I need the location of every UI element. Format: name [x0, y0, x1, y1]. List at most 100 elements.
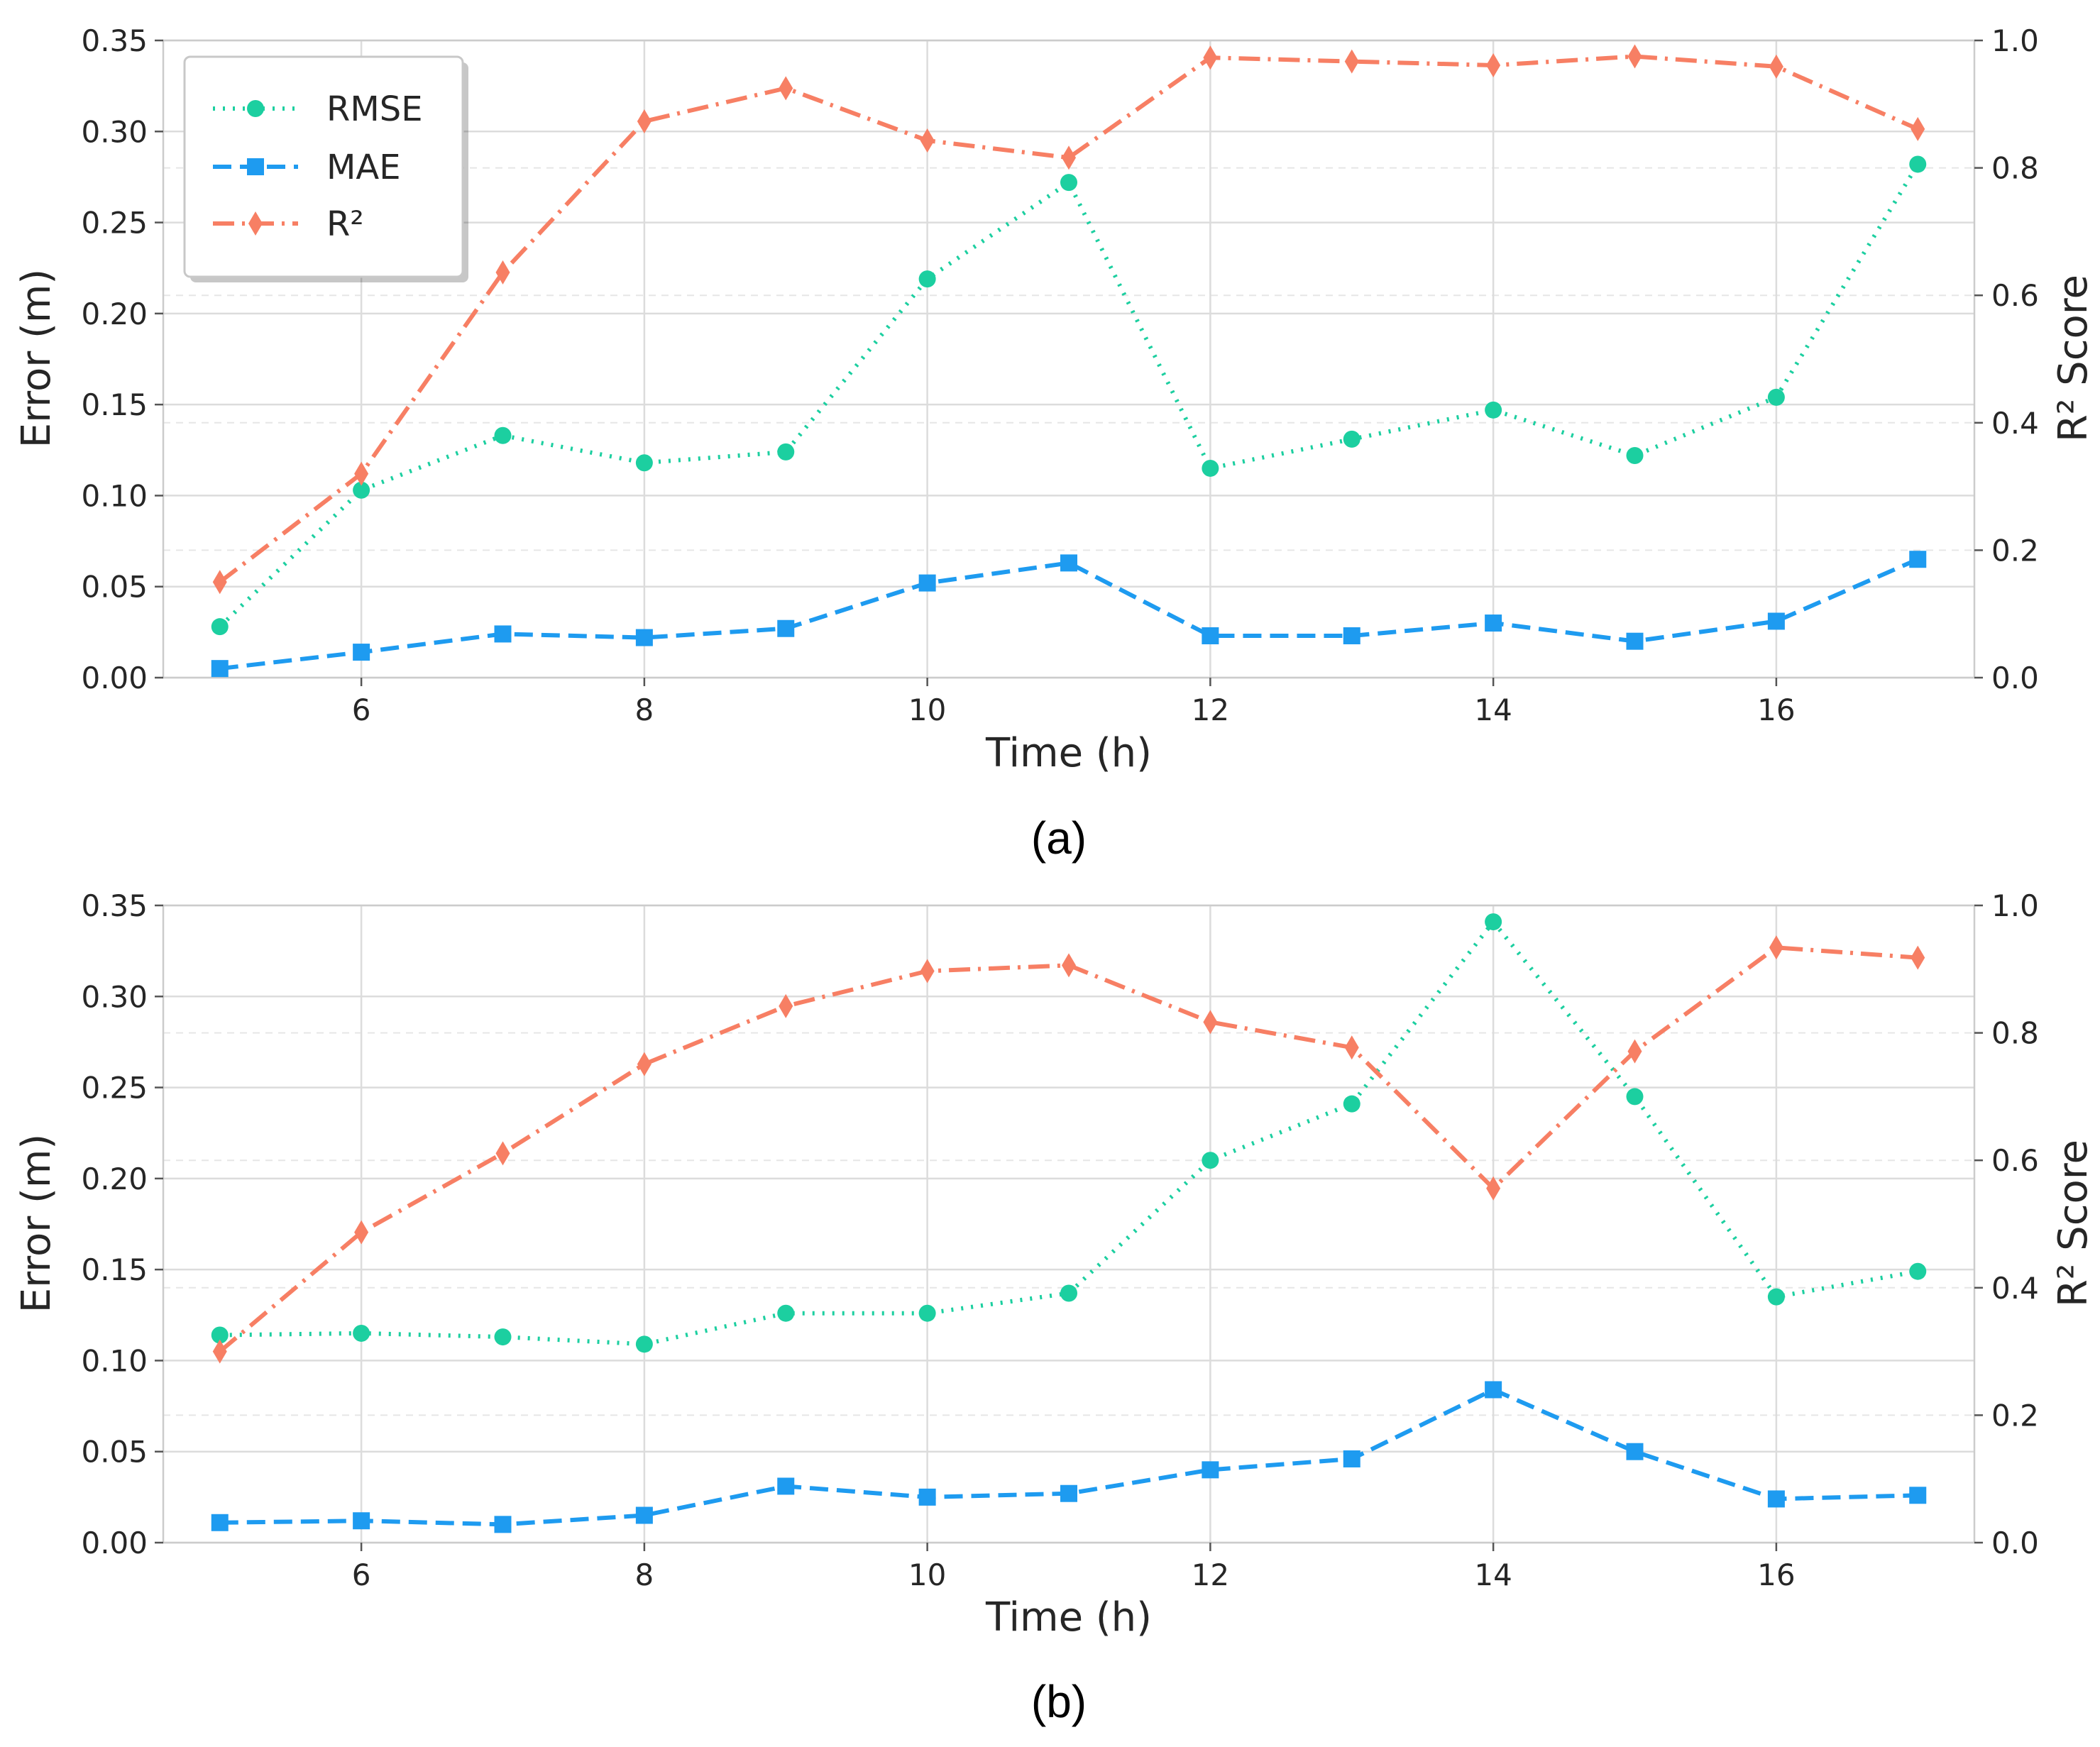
data-point-mae	[353, 1512, 370, 1530]
data-point-rmse	[1485, 913, 1502, 931]
circle-marker-icon	[247, 100, 264, 117]
y2-axis-label: R² Score	[2050, 275, 2096, 442]
data-point-rmse	[211, 1326, 229, 1344]
y-tick-label: 0.00	[81, 1526, 148, 1560]
x-tick-label: 16	[1757, 693, 1795, 727]
data-point-r2	[779, 76, 793, 101]
data-point-rmse	[494, 1328, 512, 1346]
data-point-rmse	[1909, 1262, 1927, 1280]
axes-frame	[162, 39, 1976, 679]
data-point-r2	[637, 1052, 652, 1076]
data-point-mae	[1343, 1450, 1360, 1467]
y-tick-label: 0.30	[81, 979, 148, 1014]
data-point-rmse	[918, 1304, 936, 1322]
data-point-mae	[211, 1514, 229, 1531]
data-point-mae	[777, 1477, 795, 1495]
data-point-rmse	[353, 481, 370, 499]
y-tick-label: 0.20	[81, 1162, 148, 1196]
x-tick-label: 10	[908, 1558, 946, 1592]
x-tick-label: 12	[1192, 693, 1229, 727]
data-point-mae	[1343, 627, 1360, 644]
y2-tick-label: 0.2	[1991, 533, 2039, 568]
data-point-r2	[1344, 49, 1359, 74]
data-point-r2	[1769, 54, 1783, 79]
y-axis-label: Error (m)	[13, 1134, 60, 1313]
y2-tick-label: 0.8	[1991, 151, 2039, 186]
x-tick-label: 12	[1192, 1558, 1229, 1592]
plot-frame	[162, 39, 1976, 679]
data-point-rmse	[1343, 1095, 1360, 1113]
data-point-rmse	[1060, 174, 1077, 192]
y2-tick-label: 0.0	[1991, 661, 2039, 695]
data-point-mae	[918, 574, 936, 592]
data-point-mae	[635, 629, 653, 646]
y2-tick-label: 0.2	[1991, 1398, 2039, 1433]
data-point-mae	[1909, 1487, 1927, 1504]
data-point-r2	[1769, 935, 1783, 960]
data-point-r2	[779, 993, 793, 1018]
y2-tick-label: 0.6	[1991, 1143, 2039, 1178]
x-tick-label: 6	[352, 1558, 371, 1592]
data-point-r2	[354, 1220, 369, 1245]
x-tick-label: 8	[635, 693, 654, 727]
tick-labels: 0.00 0.05 0.10 0.15 0.20 0.25 0.30 0.35 0.0 0.2 0.…	[81, 888, 2038, 1592]
data-point-mae	[494, 1516, 512, 1533]
data-point-mae	[1485, 615, 1502, 632]
data-point-rmse	[1767, 388, 1785, 406]
data-point-rmse	[1909, 155, 1927, 173]
data-point-rmse	[494, 426, 512, 444]
x-tick-label: 8	[635, 1558, 654, 1592]
data-point-mae	[353, 644, 370, 661]
data-point-mae	[635, 1506, 653, 1524]
data-point-rmse	[1060, 1284, 1077, 1302]
legend-entry-rmse: RMSE	[213, 89, 423, 129]
data-point-rmse	[1343, 430, 1360, 448]
data-point-mae	[1485, 1381, 1502, 1399]
x-axis-label: Time (h)	[985, 1594, 1152, 1641]
data-point-r2	[920, 959, 935, 983]
x-axis-label: Time (h)	[985, 730, 1152, 776]
y2-tick-label: 0.4	[1991, 1271, 2039, 1306]
data-point-mae	[1767, 612, 1785, 630]
y2-tick-label: 0.6	[1991, 278, 2039, 313]
data-point-r2	[920, 128, 935, 153]
data-point-mae	[1060, 554, 1077, 572]
chart-panel-a: 0.00 0.05 0.10 0.15 0.20 0.25 0.30 0.35 0.0 0.2 0.…	[13, 23, 2096, 864]
y2-tick-label: 0.8	[1991, 1016, 2039, 1051]
data-point-rmse	[777, 443, 795, 461]
y-tick-label: 0.00	[81, 661, 148, 695]
y-tick-label: 0.10	[81, 1343, 148, 1378]
data-point-r2	[495, 1141, 510, 1166]
data-point-mae	[1626, 632, 1644, 650]
data-point-mae	[1626, 1443, 1644, 1460]
data-point-mae	[494, 625, 512, 643]
data-point-rmse	[1626, 446, 1644, 464]
y-tick-label: 0.20	[81, 297, 148, 331]
data-point-rmse	[353, 1324, 370, 1342]
y-tick-label: 0.35	[81, 888, 148, 923]
tick-labels: 0.00 0.05 0.10 0.15 0.20 0.25 0.30 0.35 0.0 0.2 0.…	[81, 23, 2038, 727]
series-layer	[211, 44, 1927, 678]
y-tick-label: 0.30	[81, 114, 148, 149]
y-tick-label: 0.35	[81, 23, 148, 58]
data-point-r2	[1911, 116, 1925, 141]
data-point-rmse	[1767, 1288, 1785, 1306]
data-point-r2	[495, 260, 510, 285]
data-point-mae	[211, 660, 229, 678]
legend-entry-r2: R²	[213, 204, 364, 244]
data-point-r2	[1486, 53, 1501, 78]
data-point-mae	[1060, 1484, 1077, 1502]
legend-entry-mae: MAE	[213, 148, 401, 187]
x-tick-label: 6	[352, 693, 371, 727]
y2-tick-label: 0.4	[1991, 406, 2039, 441]
x-tick-label: 14	[1474, 1558, 1512, 1592]
chart-panel-b: 0.00 0.05 0.10 0.15 0.20 0.25 0.30 0.35 0.0 0.2 0.…	[13, 888, 2096, 1727]
axes-frame	[162, 904, 1976, 1544]
data-point-rmse	[1485, 401, 1502, 419]
x-tick-label: 16	[1757, 1558, 1795, 1592]
legend: RMSE MAE R²	[183, 55, 468, 282]
data-point-rmse	[918, 270, 936, 288]
panel-caption: (a)	[1031, 812, 1087, 864]
